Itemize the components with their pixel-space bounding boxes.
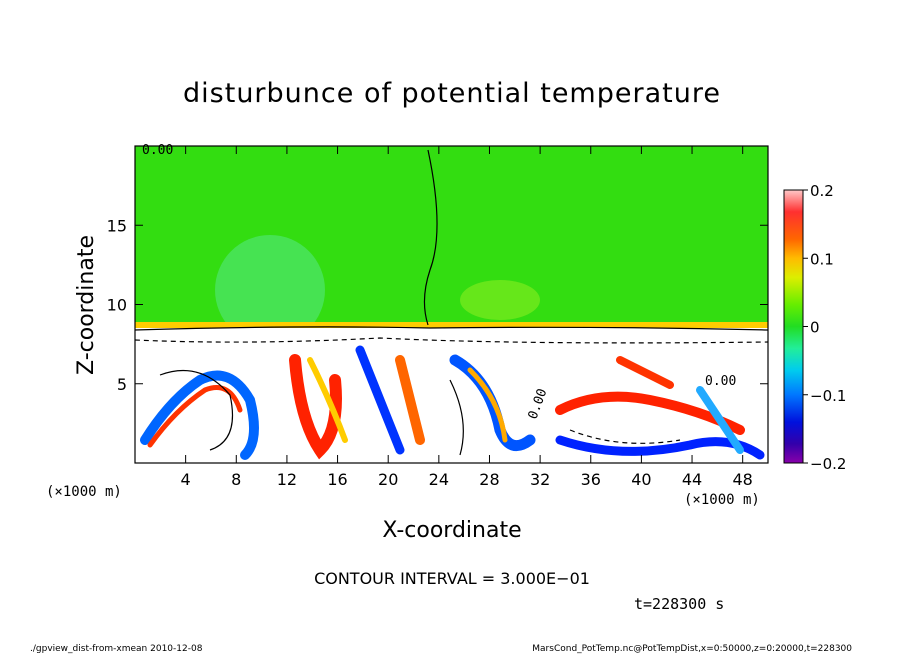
colorbar-tick-label: 0.2 (810, 182, 834, 200)
x-unit-label: (×1000 m) (684, 492, 760, 508)
x-axis: 4 8 12 16 20 24 28 32 36 40 44 48 (181, 146, 753, 489)
z-unit-label: (×1000 m) (46, 484, 122, 500)
x-axis-label: X-coordinate (382, 518, 521, 543)
footer-left: ./gpview_dist-from-xmean 2010-12-08 (30, 644, 203, 654)
colorbar-ticks: 0.2 0.1 0 −0.1 −0.2 (803, 182, 846, 473)
lower-structures (140, 345, 765, 460)
x-tick-label: 8 (231, 470, 241, 489)
x-tick-label: 48 (733, 470, 753, 489)
y-axis: 5 10 15 (107, 216, 768, 394)
contour-label: 0.00 (705, 374, 736, 389)
x-tick-label: 12 (277, 470, 297, 489)
x-tick-label: 36 (581, 470, 601, 489)
contour-label: 0.00 (142, 143, 173, 158)
y-tick-label: 10 (107, 296, 127, 315)
plot-area (135, 146, 768, 463)
upper-field-warm-patch (460, 280, 540, 320)
colorbar (783, 189, 804, 464)
x-tick-label: 20 (378, 470, 398, 489)
x-tick-label: 44 (682, 470, 702, 489)
footer-right: MarsCond_PotTemp.nc@PotTempDist,x=0:5000… (532, 644, 852, 654)
colorbar-tick-label: 0 (810, 319, 820, 337)
time-text: t=228300 s (634, 595, 724, 613)
upper-field-cool-patch (215, 235, 325, 345)
x-tick-label: 32 (530, 470, 550, 489)
x-tick-label: 16 (327, 470, 347, 489)
x-tick-label: 24 (429, 470, 449, 489)
x-tick-label: 40 (631, 470, 651, 489)
colorbar-tick-label: −0.2 (810, 455, 846, 473)
x-tick-label: 28 (479, 470, 499, 489)
y-axis-label: Z-coordinate (74, 235, 99, 375)
colorbar-tick-label: −0.1 (810, 387, 846, 405)
x-tick-label: 4 (181, 470, 191, 489)
y-tick-label: 15 (107, 216, 127, 235)
contour-lines (135, 149, 768, 456)
y-tick-label: 5 (117, 375, 127, 394)
contour-interval-text: CONTOUR INTERVAL = 3.000E−01 (314, 569, 590, 588)
inversion-band (135, 322, 768, 328)
colorbar-tick-label: 0.1 (810, 250, 834, 268)
chart-title: disturbunce of potential temperature (183, 78, 721, 109)
